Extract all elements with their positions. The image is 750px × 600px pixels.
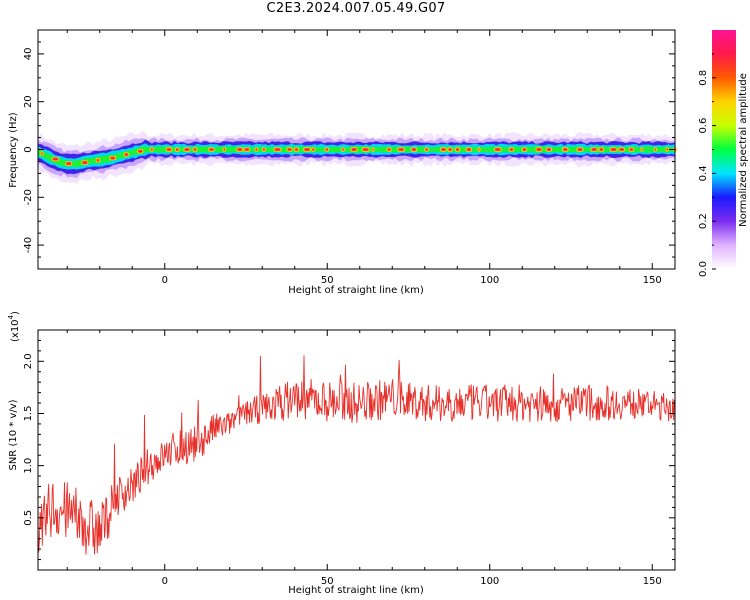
colorbar-tick-label: 0.4 <box>698 165 709 181</box>
spectrogram-x-tick-label: 50 <box>321 275 334 286</box>
spectrogram-peak-red <box>522 148 527 151</box>
snr-series-group <box>37 355 675 555</box>
spectrogram-peak-red <box>294 148 299 151</box>
spectrogram-peak-red <box>654 148 657 151</box>
colorbar: 0.0 0.2 0.4 0.6 0.8 Normalized spectral ampl… <box>698 30 749 277</box>
spectrogram-peak-red <box>287 148 292 151</box>
spectrogram-peak-red <box>629 148 634 151</box>
spectrogram-peak-red <box>466 148 472 151</box>
spectrogram-peak-red <box>351 148 357 151</box>
spectrogram-peak-red <box>193 148 197 151</box>
spectrogram-peak-red <box>325 148 329 151</box>
spectrogram-peak-red <box>362 148 369 151</box>
spectrogram-y-tick-label: -20 <box>23 189 34 205</box>
snr-panel: 0 50 100 150 0.5 1.0 1.5 2.0 Height of straight… <box>7 311 676 596</box>
colorbar-tick-label: 0.8 <box>698 70 709 86</box>
spectrogram-y-tick-label: 40 <box>23 48 34 61</box>
spectrogram-peak-red <box>312 148 315 151</box>
spectrogram-peak-red <box>166 148 172 151</box>
spectrogram-peak-red <box>255 148 258 151</box>
spectrogram-peak-red <box>41 152 43 155</box>
spectrogram-peak-red <box>425 148 429 151</box>
spectrogram-band-green <box>38 146 675 168</box>
spectrogram-peak-red <box>666 148 668 151</box>
spectrogram-y-tick-label: 20 <box>23 95 34 108</box>
spectrogram-peak-red <box>184 148 190 151</box>
spectrogram-ridge <box>38 130 677 184</box>
spectrogram-peak-red <box>577 148 583 151</box>
spectrogram-peak-red <box>124 153 129 156</box>
spectrogram-x-tick-label: 0 <box>162 275 168 286</box>
spectrogram-peak-red <box>591 148 597 151</box>
spectrogram-peak-red <box>494 148 501 151</box>
spectrogram-peak-red <box>150 148 153 151</box>
chart-title: C2E3.2024.007.05.49.G07 <box>266 1 446 16</box>
spectrogram-x-tick-label: 100 <box>480 275 499 286</box>
snr-x-tick-label: 50 <box>321 576 334 587</box>
spectrogram-peak-red <box>563 148 568 151</box>
spectrogram-peak-red <box>342 148 344 151</box>
colorbar-ticks: 0.0 0.2 0.4 0.6 0.8 <box>698 53 716 277</box>
spectrogram-peak-red <box>66 162 72 165</box>
spectrogram-peak-red <box>441 148 446 151</box>
spectrogram-peak-red <box>96 158 100 162</box>
snr-x-tick-label: 150 <box>643 576 662 587</box>
spectrogram-peak-red <box>546 148 552 151</box>
spectrogram-peak-red <box>599 148 604 151</box>
spectrogram-peak-red <box>110 156 116 160</box>
snr-y-tick-label: 1.5 <box>23 406 34 422</box>
spectrogram-peak-red <box>387 148 391 151</box>
spectrogram-y-axis-label: Frequency (Hz) <box>8 112 19 188</box>
spectrogram-peak-red <box>610 148 617 151</box>
spectrogram-peak-red <box>223 148 226 151</box>
snr-y-tick-label: 2.0 <box>23 353 34 369</box>
spectrogram-peak-red <box>244 148 250 151</box>
spectrogram-peak-red <box>641 148 643 151</box>
spectrogram-peak-red <box>398 148 404 151</box>
snr-x-tick-label: 100 <box>480 576 499 587</box>
snr-x-tick-label: 0 <box>162 576 168 587</box>
spectrogram-peak-red <box>619 148 624 151</box>
spectrogram-panel: 0 50 100 150 -40 -20 0 20 40 Height of straight … <box>8 29 677 296</box>
spectrogram-peak-red <box>237 148 243 151</box>
spectrogram-y-tick-label: -40 <box>23 237 34 253</box>
snr-x-axis-label: Height of straight line (km) <box>288 585 424 596</box>
spectrogram-peak-red <box>478 148 480 151</box>
snr-y-tick-label: 0.5 <box>23 510 34 526</box>
spectrogram-x-axis-label: Height of straight line (km) <box>288 285 424 296</box>
snr-series-line <box>37 355 675 555</box>
spectrogram-peak-red <box>536 148 542 151</box>
snr-multiplier-suffix: ) <box>10 311 21 315</box>
snr-multiplier-exponent: 4 <box>7 314 15 319</box>
spectrogram-peak-red <box>274 148 281 151</box>
spectrogram-frame <box>37 29 676 270</box>
snr-plot-area <box>38 330 675 570</box>
spectrogram-peak-red <box>372 148 374 151</box>
spectrogram-peak-red <box>304 148 310 151</box>
snr-y-axis-label: SNR (10 * v/v) <box>8 399 19 470</box>
colorbar-tick-label: 0.6 <box>698 118 709 134</box>
colorbar-tick-label: 0.2 <box>698 213 709 229</box>
spectrogram-peak-red <box>509 148 514 151</box>
spectrogram-peak-red <box>175 148 179 151</box>
spectrogram-peak-red <box>137 149 143 153</box>
snr-multiplier-prefix: (x10 <box>10 319 21 342</box>
colorbar-label: Normalized spectral amplitude <box>738 73 749 227</box>
spectrogram-peak-red <box>52 157 59 161</box>
snr-multiplier-label: (x104) <box>7 311 21 342</box>
spectrogram-peak-red <box>262 148 265 151</box>
spectrogram-peak-red <box>411 148 417 151</box>
colorbar-gradient <box>712 30 736 269</box>
spectrogram-y-tick-label: 0 <box>23 146 34 152</box>
spectrogram-peak-red <box>209 148 214 151</box>
snr-frame <box>37 329 676 571</box>
spectrogram-peak-red <box>448 148 452 151</box>
snr-y-tick-label: 1.0 <box>23 458 34 474</box>
spectrogram-peak-red <box>455 148 460 151</box>
spectrogram-x-tick-label: 150 <box>643 275 662 286</box>
spectrogram-peak-red <box>82 161 88 164</box>
colorbar-tick-label: 0.0 <box>698 261 709 277</box>
